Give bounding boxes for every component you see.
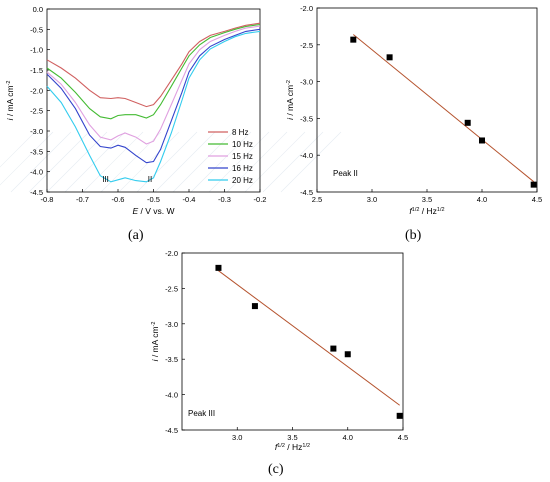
panel-c-plot-frame <box>181 252 404 431</box>
panel-b-x-axis-title: f1/2 / Hz1/2 <box>409 206 444 216</box>
panel-a-series-line-1 <box>46 23 261 120</box>
panel-a-legend-label-3: 16 Hz <box>232 164 253 173</box>
panel-a-x-axis-title: E / V vs. W <box>132 206 174 216</box>
panel-a-peak-label-0: III <box>102 175 109 184</box>
panel-a-y-tick-label-8: -4.0 <box>30 168 43 177</box>
panel-a-series-line-4 <box>46 30 261 183</box>
panel-b-data-point-4 <box>530 181 537 188</box>
panel-a-y-tick-label-1: -0.5 <box>30 25 43 34</box>
panel-c-x-tick-label-1: 3.5 <box>287 433 297 442</box>
panel-c-y-tick-label-0: -2.0 <box>165 249 178 258</box>
panel-a-texture-line <box>208 131 270 193</box>
panel-b-data-point-0 <box>350 36 357 43</box>
panel-b-x-tick-label-2: 3.5 <box>422 195 432 204</box>
panel-a-series-line-2 <box>46 25 261 145</box>
panel-a-y-tick-label-3: -1.5 <box>30 66 43 75</box>
panel-b-y-tick-label-2: -3.0 <box>300 78 313 87</box>
panel-c-data-point-1 <box>251 303 258 310</box>
panel-a-plot-frame <box>46 8 261 193</box>
panel-b-x-tick-label-0: 2.5 <box>312 195 322 204</box>
panel-a-y-axis-title: i / mA cm-2 <box>5 81 15 121</box>
panel-b-x-tick-label-4: 4.5 <box>532 195 542 204</box>
panel-label-a: (a) <box>128 228 144 243</box>
panel-b-data-point-3 <box>479 137 485 144</box>
panel-c-y-tick-label-5: -4.5 <box>165 426 178 435</box>
panel-a-y-tick-label-5: -2.5 <box>30 107 43 116</box>
panel-a-texture-line <box>82 131 144 193</box>
panel-a-texture-line <box>226 131 288 193</box>
panel-a-texture-line <box>28 131 90 193</box>
panel-a-texture-line <box>262 131 324 193</box>
panel-b-y-tick-label-4: -4.0 <box>300 151 313 160</box>
panel-b-x-tick-label-3: 4.0 <box>477 195 487 204</box>
panel-b-y-tick-label-0: -2.0 <box>300 4 313 13</box>
panel-b-data-point-1 <box>386 54 393 61</box>
panel-b-x-tick-label-1: 3.0 <box>367 195 377 204</box>
panel-a-x-tick-label-0: -0.8 <box>41 195 54 204</box>
panel-b-plot-frame <box>316 7 538 193</box>
panel-b-data-point-2 <box>464 119 471 126</box>
panel-a-series-line-0 <box>46 22 261 108</box>
panel-a-y-tick-label-9: -4.5 <box>30 188 43 197</box>
panel-c-x-tick-label-2: 4.0 <box>343 433 353 442</box>
panel-a-x-tick-label-2: -0.6 <box>112 195 125 204</box>
panel-a-legend-label-0: 8 Hz <box>232 128 248 137</box>
panel-a-background-texture <box>0 131 342 193</box>
panel-a-peak-label-1: II <box>148 175 152 184</box>
panel-a-x-tick-label-4: -0.4 <box>183 195 196 204</box>
panel-b-fit-line <box>352 34 535 183</box>
panel-c-data-point-4 <box>396 412 403 419</box>
panel-a-texture-line <box>0 131 54 186</box>
panel-a-x-tick-label-1: -0.7 <box>76 195 89 204</box>
panel-a-y-tick-label-6: -3.0 <box>30 127 43 136</box>
panel-a-x-tick-label-3: -0.5 <box>147 195 160 204</box>
panel-a-texture-line <box>46 131 108 193</box>
panel-c-y-tick-label-2: -3.0 <box>165 320 178 329</box>
panel-c-y-tick-label-4: -4.0 <box>165 391 178 400</box>
panel-a-texture-line <box>172 131 234 193</box>
panel-a-texture-line <box>244 131 306 193</box>
panel-label-c: (c) <box>268 462 284 477</box>
panel-a-legend-label-2: 15 Hz <box>232 152 253 161</box>
panel-a-legend-label-4: 20 Hz <box>232 176 253 185</box>
panel-c-x-tick-label-0: 3.0 <box>232 433 242 442</box>
panel-a-y-tick-label-0: 0.0 <box>33 5 43 14</box>
panel-b-y-tick-label-3: -3.5 <box>300 114 313 123</box>
panel-c-peak-annotation: Peak III <box>188 409 215 418</box>
panel-a-texture-line <box>190 131 252 193</box>
panel-c-y-tick-label-3: -3.5 <box>165 355 178 364</box>
panel-c-data-point-3 <box>344 351 351 358</box>
panel-c-y-tick-label-1: -2.5 <box>165 284 178 293</box>
panel-a-legend-label-1: 10 Hz <box>232 140 253 149</box>
panel-c-data-point-0 <box>215 264 222 271</box>
panel-a-texture-line <box>280 131 342 193</box>
panel-c-fit-line <box>218 270 400 406</box>
panel-c-data-point-2 <box>330 345 337 352</box>
panel-label-b: (b) <box>405 228 422 243</box>
panel-a-texture-line <box>154 131 216 193</box>
panel-b-y-tick-label-5: -4.5 <box>300 188 313 197</box>
panel-a-x-tick-label-6: -0.2 <box>254 195 267 204</box>
panel-a-x-tick-label-5: -0.3 <box>218 195 231 204</box>
panel-a-y-tick-label-4: -2.0 <box>30 86 43 95</box>
panel-b-peak-annotation: Peak II <box>333 169 358 178</box>
panel-c-x-axis-title: f1/2 / Hz1/2 <box>275 442 310 452</box>
panel-a-series-line-3 <box>46 28 261 164</box>
panel-b-y-tick-label-1: -2.5 <box>300 41 313 50</box>
panel-a-texture-line <box>10 131 72 193</box>
panel-a-texture-line <box>64 131 126 193</box>
panel-c-y-axis-title: i / mA cm-2 <box>150 322 160 362</box>
panel-b-y-axis-title: i / mA cm-2 <box>285 80 295 120</box>
panel-a-y-tick-label-2: -1.0 <box>30 46 43 55</box>
panel-a-y-tick-label-7: -3.5 <box>30 147 43 156</box>
panel-a-texture-line <box>0 131 36 168</box>
panel-c-x-tick-label-3: 4.5 <box>398 433 408 442</box>
